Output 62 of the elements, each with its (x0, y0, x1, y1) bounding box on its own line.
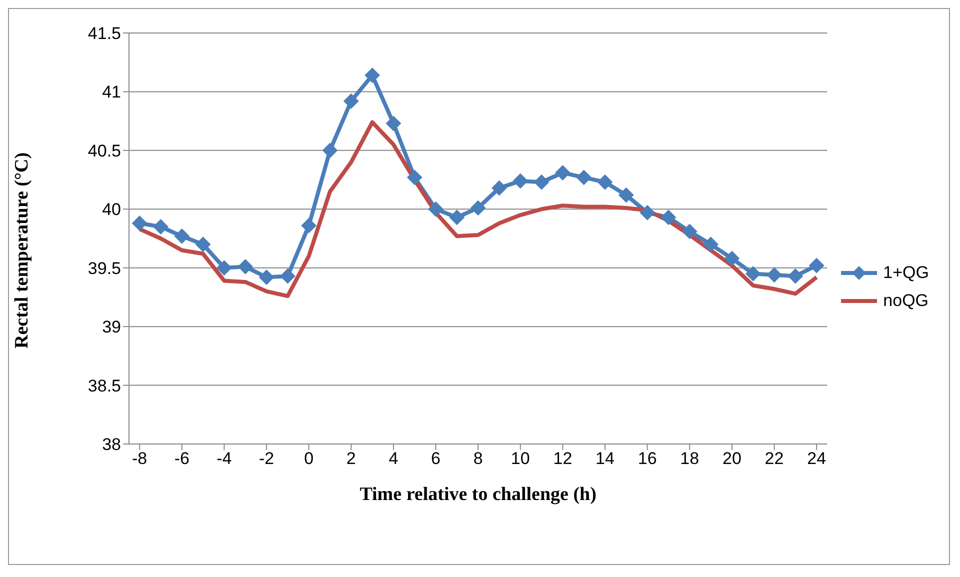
point (640, 205, 655, 220)
x-tick-label: 10 (510, 449, 530, 468)
x-tick-label: 8 (473, 449, 483, 468)
x-axis-title: Time relative to challenge (h) (360, 484, 596, 505)
legend-label: noQG (883, 290, 929, 310)
x-tick-label: -6 (174, 449, 190, 468)
point (174, 228, 190, 244)
point (555, 165, 570, 180)
point (449, 210, 464, 225)
point (724, 250, 740, 266)
point (788, 268, 803, 284)
point (809, 258, 824, 274)
point (534, 174, 550, 190)
point (344, 94, 359, 109)
x-tick-label: 22 (764, 449, 784, 468)
y-tick-label: 40 (102, 200, 121, 220)
x-tick-label: 14 (596, 449, 614, 468)
y-tick-label: 41.5 (88, 24, 121, 44)
point (407, 170, 422, 185)
point (280, 268, 296, 284)
y-tick-label: 41 (102, 82, 121, 102)
point (238, 259, 253, 274)
point (682, 224, 698, 239)
point (216, 260, 232, 276)
point (196, 236, 211, 252)
y-tick-label: 39 (102, 318, 121, 337)
y-tick-label: 40.5 (88, 141, 121, 160)
point (576, 170, 592, 185)
point (259, 270, 274, 285)
point (512, 173, 528, 188)
x-tick-label: 18 (680, 449, 700, 468)
x-tick-label: 24 (807, 449, 826, 468)
point (703, 236, 718, 252)
y-tick-label: 39.5 (88, 258, 121, 278)
point (598, 174, 613, 190)
x-tick-label: 4 (388, 449, 398, 468)
x-tick-label: 12 (553, 449, 572, 468)
x-tick-label: -8 (132, 449, 148, 468)
x-tick-label: 0 (304, 449, 314, 468)
x-tick-label: 6 (431, 449, 440, 468)
y-axis-title: Rectal temperature (°C) (12, 152, 33, 348)
point (470, 200, 486, 216)
y-tick-label: 38 (102, 435, 121, 454)
point (364, 68, 380, 83)
x-tick-label: -2 (258, 449, 274, 468)
x-tick-label: 2 (346, 449, 356, 468)
x-tick-label: 20 (722, 449, 742, 468)
point (766, 267, 782, 282)
point (618, 188, 634, 203)
point (660, 210, 676, 225)
point (153, 219, 168, 234)
x-tick-label: -4 (216, 449, 232, 468)
x-tick-label: 16 (638, 449, 657, 468)
point (132, 216, 148, 231)
point (301, 218, 316, 234)
point (428, 202, 444, 217)
point (492, 180, 507, 196)
legend-label: 1+QG (883, 262, 929, 282)
point (386, 116, 401, 131)
point (746, 266, 761, 282)
y-tick-label: 38.5 (88, 376, 121, 396)
point (322, 142, 338, 158)
